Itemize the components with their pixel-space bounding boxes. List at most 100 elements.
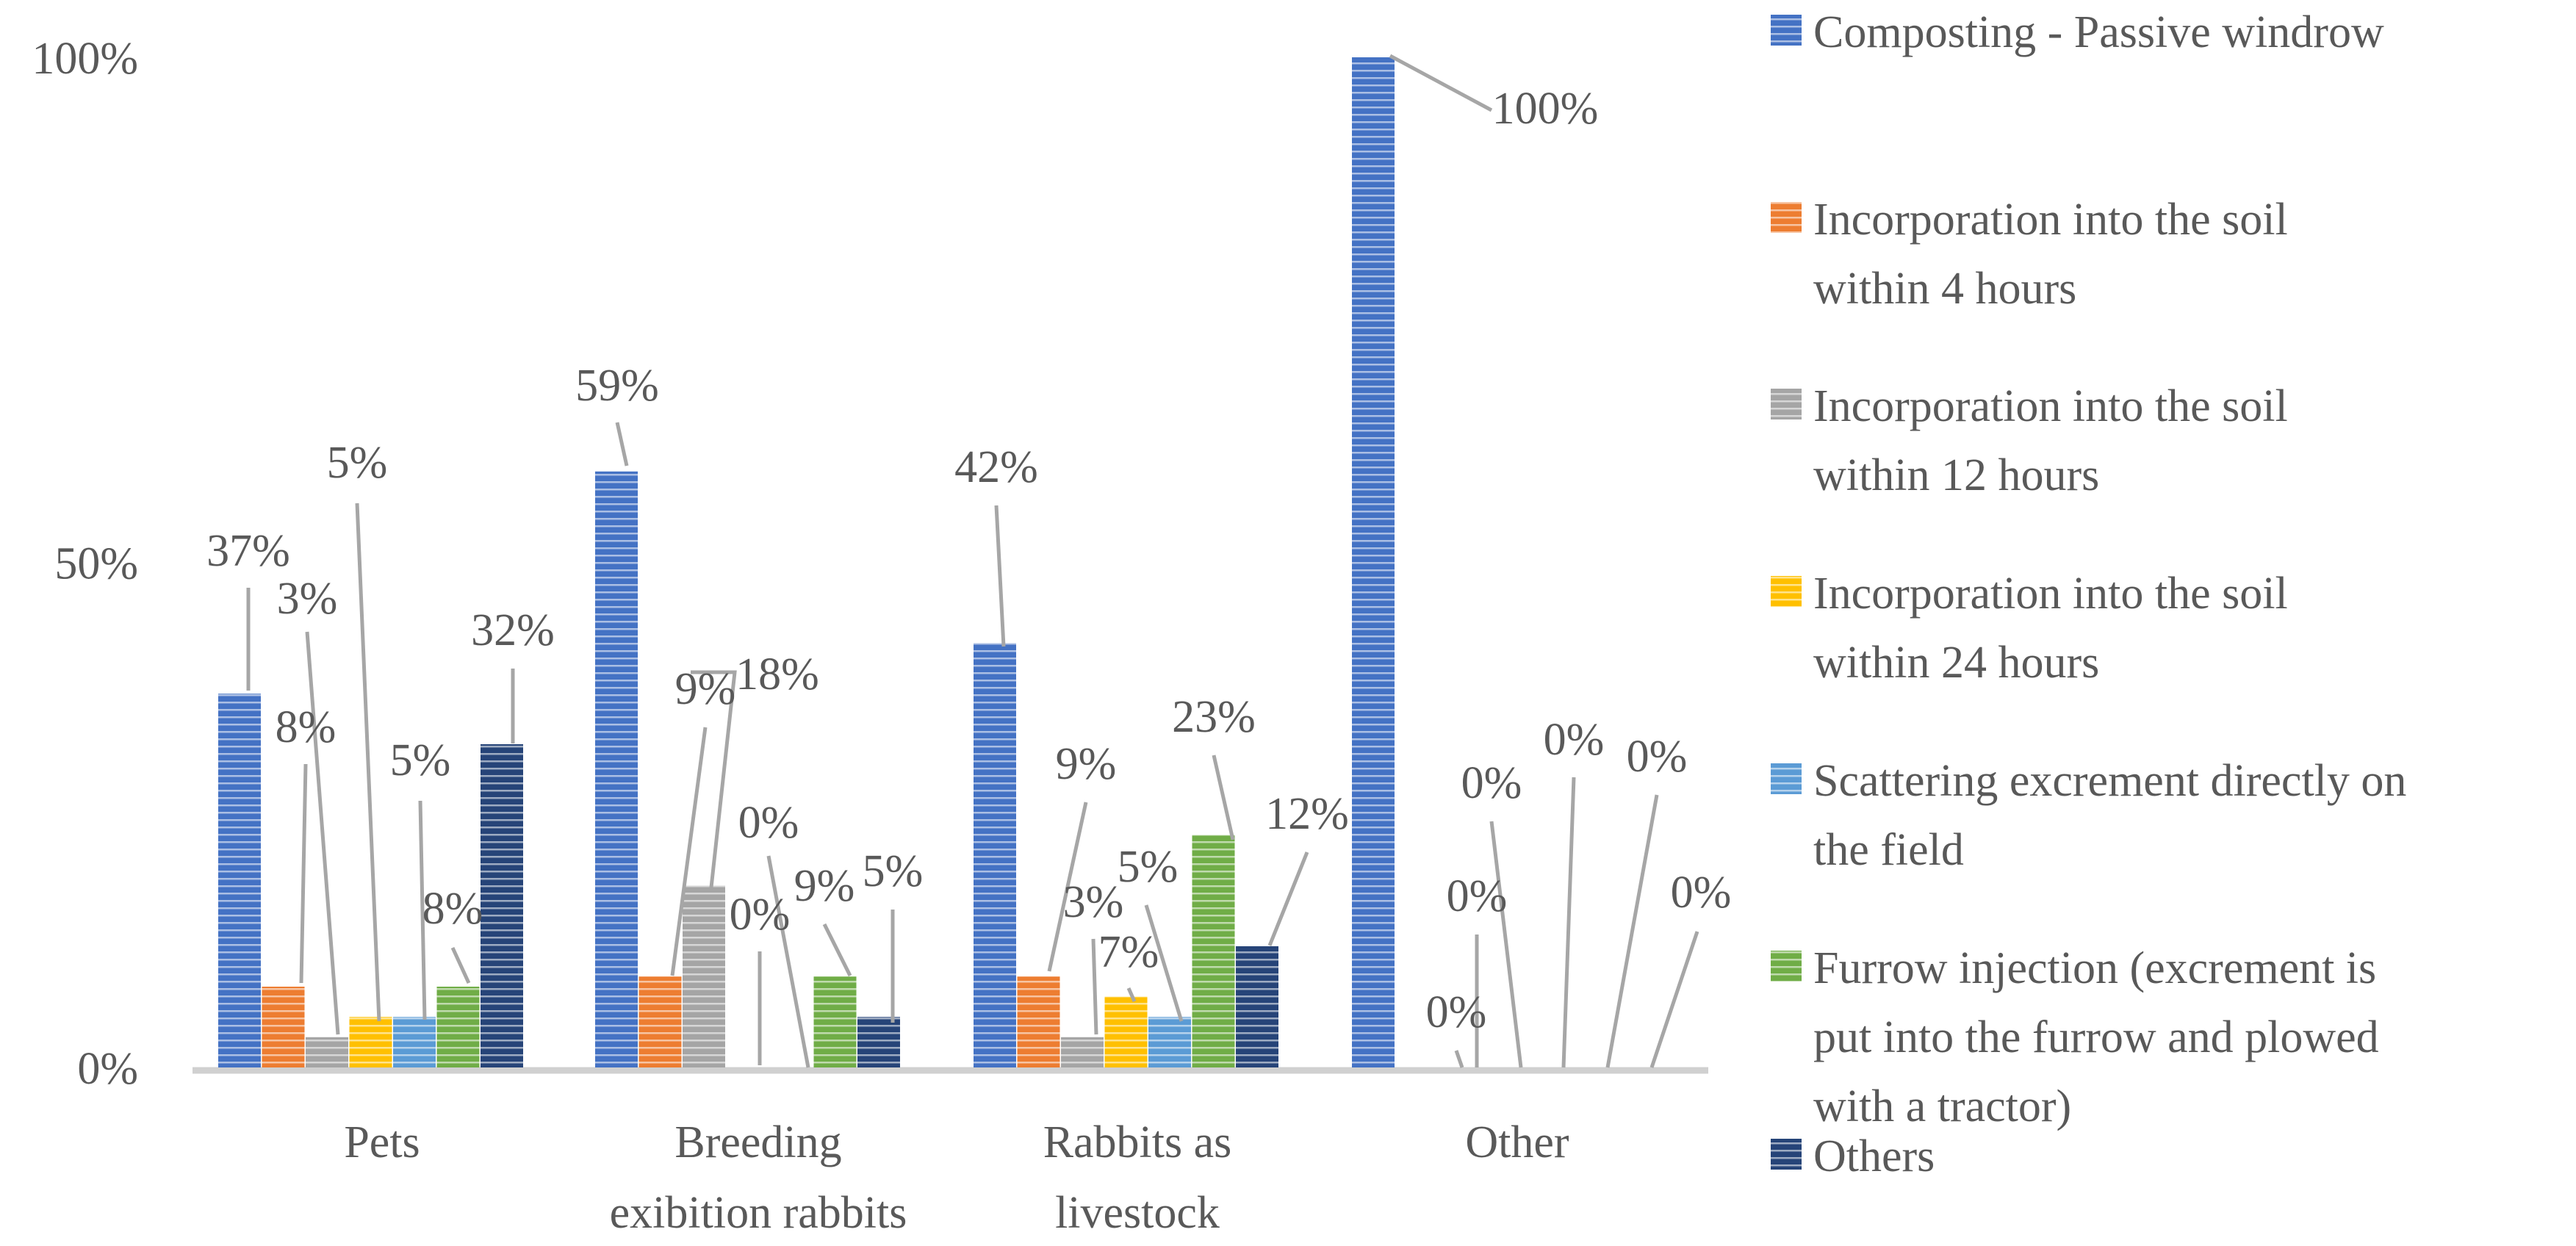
leader-line	[1605, 794, 1659, 1068]
y-tick-label: 50%	[54, 539, 138, 589]
legend-item-others: Others	[1771, 1131, 1935, 1181]
leader-line	[1144, 904, 1184, 1022]
data-label-incorporation-into-the-soil-within-4-hours-2: 9%	[1056, 739, 1117, 789]
data-label-leaders	[246, 54, 1699, 1068]
leader-line	[1091, 938, 1098, 1035]
leader-line	[1489, 821, 1523, 1068]
legend-item-scattering-excrement-directly-on-the-field: Scattering excrement directly on the fiel…	[1771, 756, 2406, 875]
legend-label: Incorporation into the soil within 4 hour…	[1813, 195, 2288, 314]
leader-line	[822, 923, 852, 977]
legend-item-furrow-injection-excrement-is-put-into-the-furrow-and-plowed-with-a-tractor: Furrow injection (excrement is put into t…	[1771, 943, 2379, 1131]
legend-swatch	[1771, 202, 1802, 233]
data-label-incorporation-into-the-soil-within-24-hours-2: 7%	[1098, 927, 1159, 977]
leader-line	[615, 422, 629, 467]
legend-label: Others	[1813, 1131, 1935, 1181]
bar-composting-passive-windrow-0	[218, 694, 261, 1067]
category-label: Pets	[344, 1117, 420, 1167]
data-label-incorporation-into-the-soil-within-4-hours-0: 8%	[276, 702, 337, 752]
bar-composting-passive-windrow-2	[974, 643, 1016, 1067]
data-label-scattering-excrement-directly-on-the-field-3: 0%	[1627, 732, 1688, 782]
data-label-incorporation-into-the-soil-within-12-hours-1: 18%	[735, 649, 819, 699]
bars	[218, 57, 1395, 1067]
data-label-incorporation-into-the-soil-within-12-hours-2: 3%	[1063, 877, 1124, 927]
leader-line	[670, 727, 708, 976]
data-label-composting-passive-windrow-0: 37%	[206, 526, 290, 576]
data-label-others-3: 0%	[1671, 868, 1732, 918]
y-tick-label: 100%	[32, 34, 138, 84]
bar-furrow-injection-excrement-is-put-into-the-furrow-and-plowed-with-a-tractor-2	[1192, 835, 1235, 1067]
category-label: Other	[1465, 1117, 1569, 1167]
data-label-incorporation-into-the-soil-within-24-hours-3: 0%	[1447, 871, 1508, 921]
legend-label: Scattering excrement directly on the fiel…	[1813, 756, 2406, 875]
data-label-furrow-injection-excrement-is-put-into-the-furrow-and-plowed-with-a-tractor-3: 0%	[1426, 987, 1487, 1037]
bar-scattering-excrement-directly-on-the-field-2	[1148, 1017, 1191, 1067]
leader-line	[1649, 931, 1699, 1068]
category-label: Breeding exibition rabbits	[610, 1117, 907, 1238]
data-labels: 37%8%3%5%5%8%32%59%9% 18%0%0%9% 5%42%9%3%7…	[206, 84, 1731, 1037]
leader-line	[1389, 54, 1493, 112]
leader-line	[299, 763, 308, 984]
bar-incorporation-into-the-soil-within-4-hours-2	[1017, 976, 1060, 1067]
bar-incorporation-into-the-soil-within-12-hours-2	[1061, 1037, 1104, 1067]
leader-line	[1126, 987, 1137, 1003]
data-label-incorporation-into-the-soil-within-4-hours-3: 0%	[1461, 758, 1522, 808]
leader-line	[766, 855, 810, 1068]
category-label: Rabbits as livestock	[1043, 1117, 1232, 1238]
data-label-scattering-excrement-directly-on-the-field-0: 5%	[390, 735, 451, 785]
data-label-incorporation-into-the-soil-within-12-hours-0: 3%	[277, 574, 338, 624]
data-label-others-1: 5%	[863, 846, 924, 896]
bar-incorporation-into-the-soil-within-4-hours-0	[262, 987, 305, 1067]
legend-swatch	[1771, 576, 1802, 607]
legend-label: Composting - Passive windrow	[1813, 7, 2384, 57]
legend-item-incorporation-into-the-soil-within-4-hours: Incorporation into the soil within 4 hour…	[1771, 195, 2288, 314]
bar-composting-passive-windrow-1	[595, 471, 638, 1067]
data-label-furrow-injection-excrement-is-put-into-the-furrow-and-plowed-with-a-tractor-1: 9%	[794, 861, 855, 911]
bar-composting-passive-windrow-3	[1352, 57, 1395, 1067]
x-axis: Pets Breeding exibition rabbits Rabbits as l…	[193, 1067, 1708, 1238]
legend-label: Furrow injection (excrement is put into t…	[1813, 943, 2379, 1131]
bar-furrow-injection-excrement-is-put-into-the-furrow-and-plowed-with-a-tractor-1	[813, 976, 857, 1067]
legend-swatch	[1771, 1139, 1802, 1170]
leader-line	[691, 670, 737, 888]
data-label-scattering-excrement-directly-on-the-field-1: 0%	[738, 798, 799, 848]
data-label-incorporation-into-the-soil-within-24-hours-1: 0%	[730, 890, 791, 940]
bar-incorporation-into-the-soil-within-24-hours-0	[349, 1017, 392, 1067]
legend-label: Incorporation into the soil within 12 hou…	[1813, 381, 2288, 500]
data-label-incorporation-into-the-soil-within-12-hours-3: 0%	[1544, 715, 1605, 765]
data-label-composting-passive-windrow-2: 42%	[954, 442, 1038, 492]
leader-line	[1047, 802, 1088, 972]
bar-others-0	[481, 744, 523, 1067]
data-label-incorporation-into-the-soil-within-24-hours-0: 5%	[327, 438, 388, 488]
leader-line	[1454, 1050, 1464, 1068]
legend-item-composting-passive-windrow: Composting - Passive windrow	[1771, 7, 2384, 57]
bar-incorporation-into-the-soil-within-24-hours-2	[1104, 996, 1148, 1067]
leader-line	[305, 631, 340, 1035]
data-label-furrow-injection-excrement-is-put-into-the-furrow-and-plowed-with-a-tractor-2: 23%	[1172, 692, 1256, 742]
bar-furrow-injection-excrement-is-put-into-the-furrow-and-plowed-with-a-tractor-0	[436, 987, 480, 1067]
legend-swatch	[1771, 389, 1802, 419]
data-label-composting-passive-windrow-1: 59%	[575, 361, 659, 411]
bar-incorporation-into-the-soil-within-12-hours-1	[683, 885, 725, 1067]
leader-line	[355, 503, 381, 1022]
bar-incorporation-into-the-soil-within-12-hours-0	[306, 1037, 348, 1067]
leader-line	[418, 800, 427, 1020]
bar-incorporation-into-the-soil-within-4-hours-1	[638, 976, 682, 1067]
leader-line	[1561, 777, 1576, 1068]
bar-scattering-excrement-directly-on-the-field-0	[393, 1017, 436, 1067]
data-label-others-2: 12%	[1265, 789, 1349, 839]
legend: Composting - Passive windrow Incorporatio…	[1771, 7, 2406, 1181]
leader-line	[994, 505, 1006, 647]
bar-others-2	[1236, 946, 1278, 1067]
legend-item-incorporation-into-the-soil-within-24-hours: Incorporation into the soil within 24 hou…	[1771, 569, 2288, 688]
y-tick-label: 0%	[77, 1044, 138, 1094]
leader-line	[450, 946, 471, 984]
data-label-incorporation-into-the-soil-within-4-hours-1: 9%	[675, 664, 736, 714]
bar-others-1	[857, 1017, 900, 1067]
leader-line	[1267, 851, 1309, 946]
leader-line	[1212, 755, 1235, 840]
legend-item-incorporation-into-the-soil-within-12-hours: Incorporation into the soil within 12 hou…	[1771, 381, 2288, 500]
legend-swatch	[1771, 763, 1802, 794]
legend-swatch	[1771, 15, 1802, 46]
data-label-furrow-injection-excrement-is-put-into-the-furrow-and-plowed-with-a-tractor-0: 8%	[422, 884, 483, 934]
data-label-others-0: 32%	[471, 605, 555, 655]
